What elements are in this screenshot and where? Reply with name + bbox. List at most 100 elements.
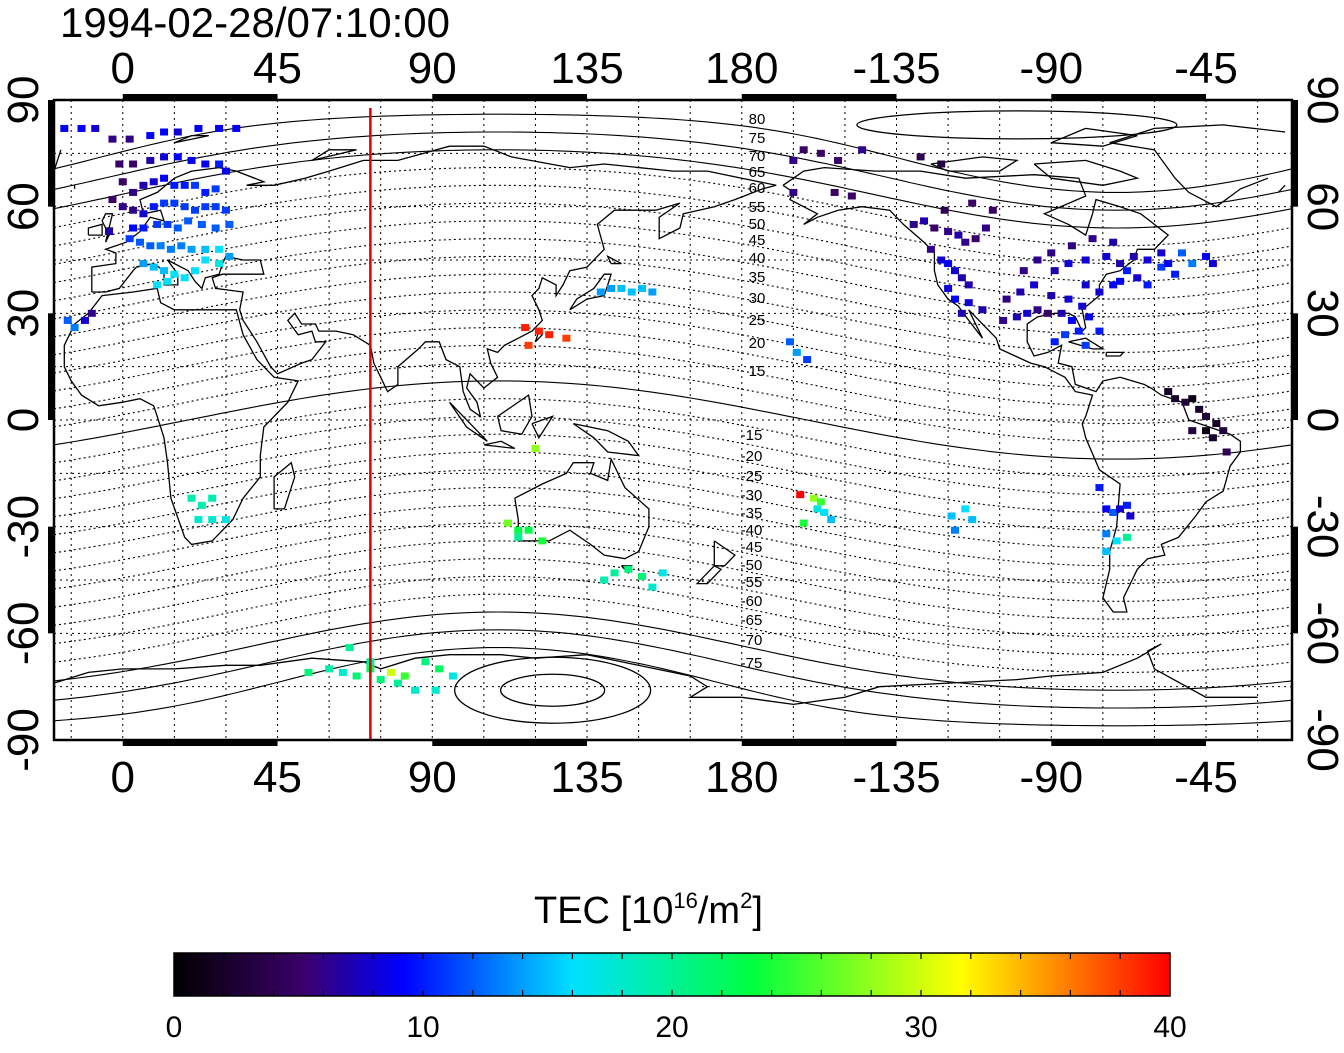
- tec-point: [194, 124, 203, 132]
- tec-point: [201, 188, 210, 196]
- tec-point: [129, 224, 138, 232]
- tec-point: [1208, 434, 1217, 442]
- colorbar-title-exp: 16: [673, 888, 698, 913]
- tec-point: [1085, 313, 1094, 321]
- tec-point: [1081, 256, 1090, 264]
- magnetic-latitude-label: 20: [749, 335, 766, 352]
- tec-point: [129, 160, 138, 168]
- tec-point: [538, 537, 547, 545]
- magnetic-latitude-line: [54, 522, 1292, 602]
- tec-point: [514, 533, 523, 541]
- magnetic-latitude-line: [54, 184, 1292, 265]
- top-lon-label: -45: [1174, 44, 1238, 93]
- tec-point: [827, 516, 836, 524]
- top-lon-label: 0: [111, 44, 135, 93]
- tec-point: [792, 348, 801, 356]
- magnetic-latitude-label: 25: [749, 312, 766, 329]
- tec-point: [596, 288, 605, 296]
- tec-point: [820, 508, 829, 516]
- tec-point: [115, 160, 124, 168]
- coastline-segment: [174, 134, 209, 144]
- tec-point: [197, 501, 206, 509]
- tec-point: [160, 128, 169, 136]
- coastline-segment: [514, 456, 650, 560]
- coastline-segment: [782, 166, 1242, 613]
- tec-point: [1088, 235, 1097, 243]
- tec-point: [170, 199, 179, 207]
- tec-point: [163, 277, 172, 285]
- magnetic-latitude-label: 50: [749, 216, 766, 233]
- tec-point: [448, 672, 457, 680]
- magnetic-latitude-line: [54, 131, 1292, 211]
- tec-point: [1133, 274, 1142, 282]
- tec-point: [803, 356, 812, 364]
- tec-point: [180, 203, 189, 211]
- tec-point: [1074, 327, 1083, 335]
- magnetic-latitude-contours: [54, 110, 1292, 727]
- tec-point: [926, 245, 935, 253]
- tec-point: [1050, 338, 1059, 346]
- left-lat-label: 0: [0, 408, 48, 432]
- magnetic-latitude-line: [54, 558, 1292, 638]
- bottom-lon-label: 135: [550, 753, 623, 802]
- tec-point: [108, 196, 117, 204]
- magnetic-latitude-label: 35: [749, 269, 766, 286]
- magnetic-latitude-line: [54, 611, 1292, 691]
- tec-point: [149, 263, 158, 271]
- magnetic-latitude-line: [54, 113, 1292, 193]
- tec-point: [208, 494, 217, 502]
- plot-frame: [48, 94, 1298, 746]
- tec-point: [1171, 395, 1180, 403]
- tec-point: [1067, 316, 1076, 324]
- tec-point: [232, 124, 241, 132]
- magnetic-latitude-label: -60: [741, 593, 763, 610]
- magnetic-latitude-label: -15: [741, 427, 763, 444]
- magnetic-latitude-label: -70: [741, 632, 763, 649]
- tec-point: [789, 188, 798, 196]
- tec-point: [345, 644, 354, 652]
- tec-point: [1122, 501, 1131, 509]
- magnetic-latitude-line: [54, 220, 1292, 300]
- tec-point: [1033, 306, 1042, 314]
- tec-data-points: [60, 124, 1231, 694]
- right-lat-label: 30: [1298, 289, 1344, 338]
- coastline-segment: [572, 422, 640, 457]
- tec-point: [190, 267, 199, 275]
- tec-point: [799, 146, 808, 154]
- magnetic-latitude-line: [54, 504, 1292, 585]
- magnetic-latitude-line: [54, 575, 1292, 656]
- tec-point: [1195, 405, 1204, 413]
- tec-point: [944, 260, 953, 268]
- tec-point: [1095, 327, 1104, 335]
- tec-point: [1202, 427, 1211, 435]
- tec-point: [221, 206, 230, 214]
- tec-point: [173, 224, 182, 232]
- tec-point: [1109, 508, 1118, 516]
- tec-point: [1061, 331, 1070, 339]
- tec-point: [411, 686, 420, 694]
- tec-point: [1102, 505, 1111, 513]
- top-lon-label: 45: [253, 44, 302, 93]
- tec-point: [387, 668, 396, 676]
- magnetic-latitude-line: [54, 291, 1292, 371]
- tec-point: [1112, 537, 1121, 545]
- tec-point: [149, 178, 158, 186]
- magnetic-latitude-label: -75: [741, 655, 763, 672]
- colorbar-tick-label: 10: [406, 1011, 440, 1044]
- tec-point: [944, 228, 953, 236]
- coastline-segment: [91, 145, 777, 418]
- tec-point: [180, 274, 189, 282]
- bottom-lon-label: 180: [705, 753, 778, 802]
- tec-point: [60, 124, 69, 132]
- tec-point: [816, 149, 825, 157]
- bottom-lon-label: -90: [1019, 753, 1083, 802]
- tec-point: [190, 181, 199, 189]
- magnetic-latitude-line: [54, 451, 1292, 531]
- left-lat-label: -60: [0, 602, 48, 666]
- tec-point: [201, 256, 210, 264]
- coastline-segment: [483, 440, 516, 450]
- coastline-segment: [569, 273, 612, 311]
- tec-point: [961, 238, 970, 246]
- tec-point: [105, 228, 114, 236]
- coastline-segment: [87, 223, 103, 236]
